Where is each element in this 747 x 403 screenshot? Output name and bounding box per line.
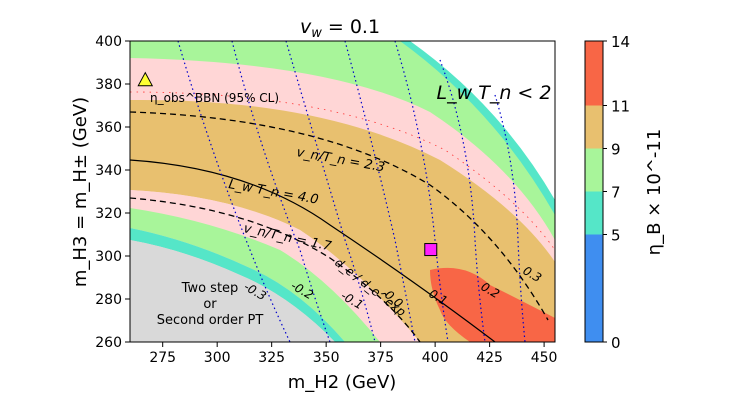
- y-tick-label: 280: [95, 292, 122, 308]
- y-tick-label: 300: [95, 249, 122, 265]
- colorbar: 0 5 7 9 11 14: [585, 33, 630, 352]
- x-tick-label: 350: [313, 350, 340, 366]
- region-two-step: [130, 240, 335, 342]
- marker-square: [424, 243, 438, 257]
- de-contour-0.1: [394, 41, 449, 342]
- region-pink-lower: [130, 190, 420, 342]
- colorbar-label: η_B × 10^-11: [644, 129, 665, 256]
- contour-lw-tn-4.0: [130, 159, 496, 342]
- colorbar-tick-label: 9: [611, 141, 621, 159]
- region-green-lower: [130, 208, 380, 342]
- de-contour-m0.2: [231, 41, 331, 342]
- y-tick-label: 340: [95, 163, 122, 179]
- x-axis-label: m_H2 (GeV): [288, 372, 397, 393]
- x-axis: 275 300 325 350 375 400 425 450: [149, 342, 557, 366]
- y-tick-label: 400: [95, 34, 122, 50]
- colorbar-band: [585, 105, 603, 149]
- two-step-label-1: Two step: [181, 281, 239, 296]
- plot-area: -0.3 -0.2 -0.1 0.0 0.1 0.2 0.3 d_e / d_e…: [130, 41, 555, 342]
- lwtn-excluded-label: L_w T_n < 2: [437, 82, 552, 104]
- two-step-label-2: or: [203, 297, 217, 312]
- y-axis-label: m_H3 = m_H± (GeV): [70, 97, 91, 287]
- y-tick-label: 260: [95, 335, 122, 351]
- marker-triangle: [137, 71, 154, 87]
- x-tick-label: 375: [367, 350, 394, 366]
- colorbar-tick-label: 7: [611, 184, 621, 202]
- x-tick-label: 325: [258, 350, 285, 366]
- colorbar-band: [585, 234, 603, 342]
- contour-vn-tn-1.7: [130, 197, 421, 342]
- y-tick-label: 320: [95, 206, 122, 222]
- colorbar-tick-label: 14: [611, 33, 630, 51]
- x-tick-label: 450: [531, 350, 558, 366]
- y-tick-label: 360: [95, 120, 122, 136]
- colorbar-band: [585, 41, 603, 106]
- x-tick-label: 300: [204, 350, 231, 366]
- colorbar-band: [585, 148, 603, 192]
- region-red: [430, 267, 555, 342]
- chart-title: vw = 0.1: [300, 16, 380, 41]
- x-tick-label: 275: [149, 350, 176, 366]
- colorbar-frame: [584, 40, 604, 343]
- y-axis: 260 280 300 320 340 360 380 400: [95, 34, 130, 351]
- plot-frame: [129, 40, 556, 343]
- x-tick-label: 400: [422, 350, 449, 366]
- colorbar-tick-label: 0: [611, 334, 621, 352]
- de-contour-0.2: [439, 59, 486, 342]
- y-tick-label: 380: [95, 77, 122, 93]
- de-contours: [177, 41, 526, 342]
- colorbar-tick-label: 5: [611, 227, 621, 245]
- region-excluded-corner: [420, 41, 555, 195]
- contour-vn-tn-2.3: [130, 111, 549, 321]
- bbn-label: η_obs^BBN (95% CL): [150, 91, 279, 105]
- de-contour-0.0: [344, 41, 416, 342]
- x-tick-label: 425: [476, 350, 503, 366]
- de-contour-m0.1: [285, 41, 376, 342]
- region-cyan-lower: [130, 228, 345, 342]
- two-step-label-3: Second order PT: [157, 313, 264, 328]
- colorbar-tick-label: 11: [611, 98, 630, 116]
- colorbar-band: [585, 191, 603, 235]
